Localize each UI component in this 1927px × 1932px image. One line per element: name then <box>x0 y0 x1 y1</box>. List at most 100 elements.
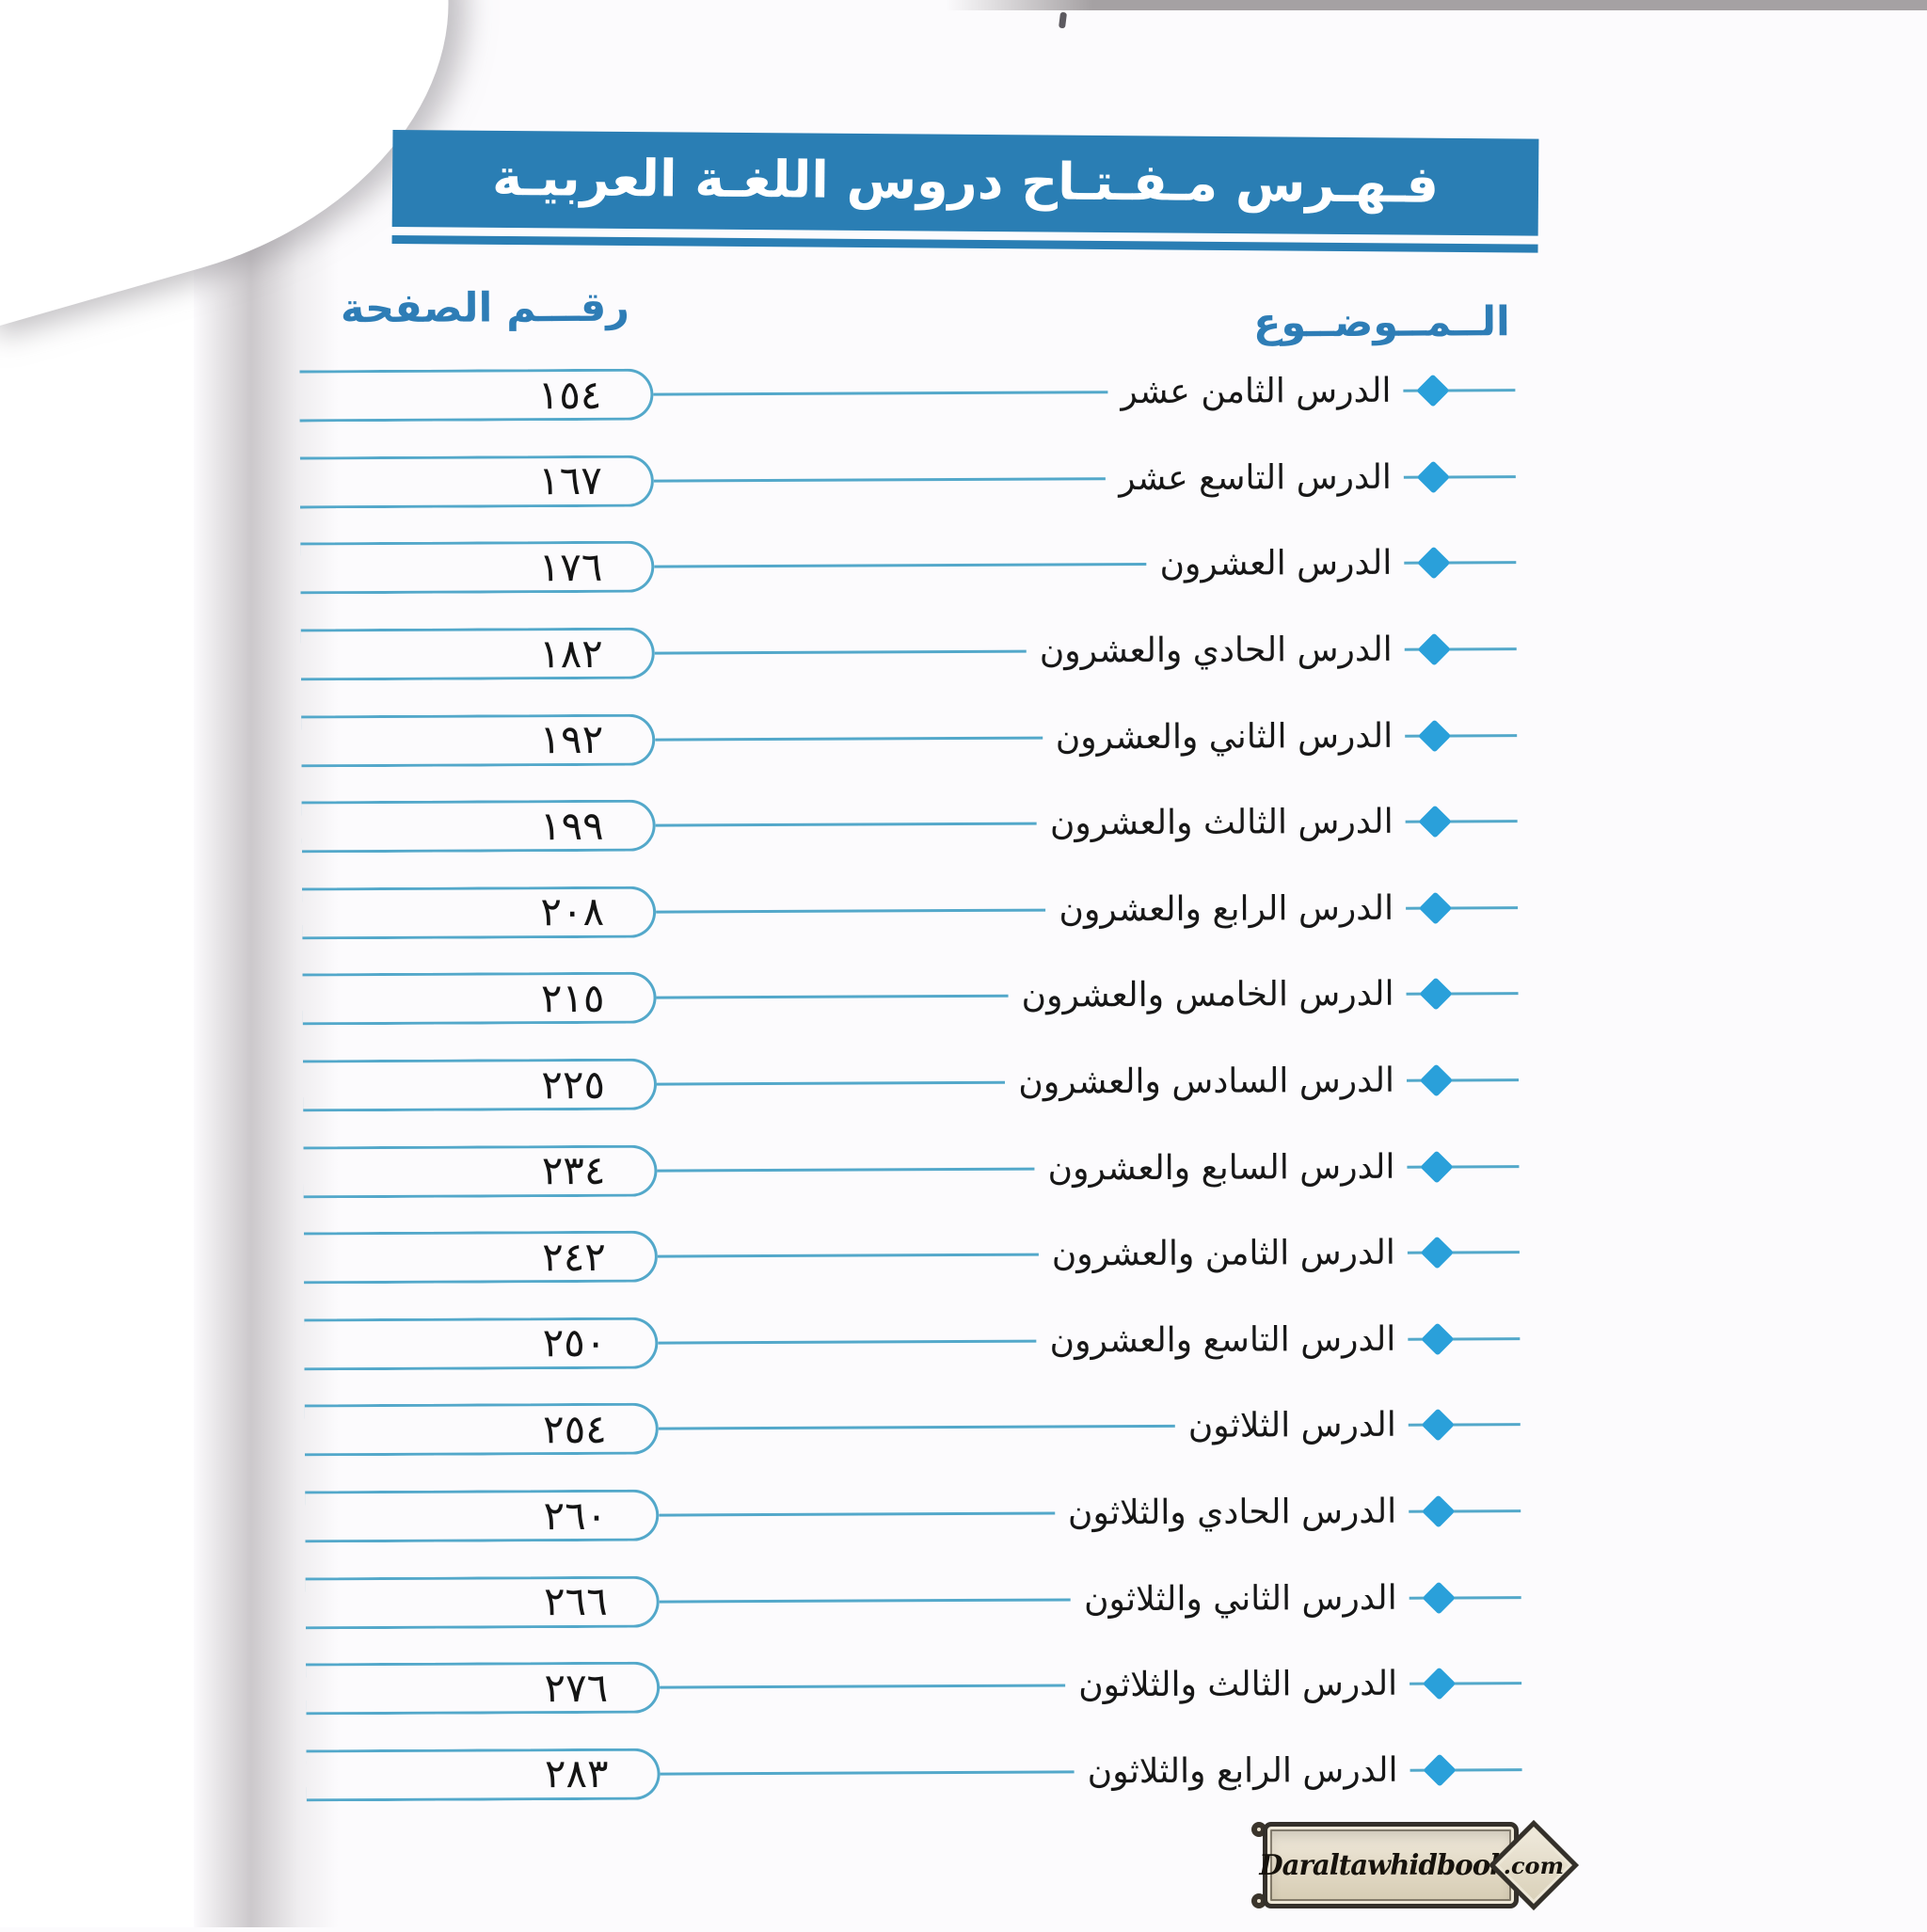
toc-row: ١٨٢ الدرس الحادي والعشرون <box>300 606 1517 698</box>
leader-line <box>660 1770 1075 1776</box>
lesson-title: الدرس الرابع والعشرون <box>1059 888 1394 930</box>
page-number: ٢٦٦ <box>543 1577 608 1625</box>
page-number: ٢٣٤ <box>541 1147 606 1194</box>
toc-row: ٢٢٥ الدرس السادس والعشرون <box>302 1037 1520 1129</box>
right-margin-line <box>1453 1509 1521 1513</box>
toc-row: ٢٥٠ الدرس التاسع والعشرون <box>304 1296 1521 1388</box>
toc-row: ٢٥٤ الدرس الثلاثون <box>304 1381 1521 1474</box>
right-margin-line <box>1452 1423 1521 1427</box>
diamond-bullet-icon <box>1418 719 1452 753</box>
watermark-name: Daraltawhidbooks <box>1259 1848 1522 1882</box>
toc-row: ١٩٩ الدرس الثالث والعشرون <box>301 778 1518 870</box>
lesson-title: الدرس الثلاثون <box>1187 1406 1396 1446</box>
diamond-bullet-icon <box>1419 977 1453 1012</box>
right-margin-line <box>1451 1164 1520 1169</box>
leader-line <box>654 563 1147 569</box>
column-header-page-number: رقـــم الصفحة <box>340 283 630 333</box>
lesson-title: الدرس الحادي والعشرون <box>1039 630 1393 671</box>
lesson-title: الدرس السادس والعشرون <box>1018 1061 1395 1102</box>
toc-row: ١٦٧ الدرس التاسع عشر <box>299 434 1516 526</box>
lesson-title: الدرس الحادي والثلاثون <box>1067 1492 1397 1533</box>
right-margin-line <box>1452 1336 1521 1341</box>
diamond-bullet-icon <box>1421 1408 1455 1443</box>
diamond-bullet-icon <box>1416 460 1451 494</box>
lesson-title: الدرس الرابع والثلاثون <box>1087 1750 1398 1792</box>
leader-line <box>655 822 1037 827</box>
lesson-title: الدرس الثاني والثلاثون <box>1083 1578 1397 1619</box>
page-number-capsule: ٢٥٠ <box>304 1317 659 1371</box>
right-margin-line <box>1448 561 1517 565</box>
page-number-capsule: ٢٧٦ <box>306 1661 661 1716</box>
toc-row: ١٩٢ الدرس الثاني والعشرون <box>301 692 1518 784</box>
toc-row: ٢١٥ الدرس الخامس والعشرون <box>302 950 1519 1043</box>
page-number: ٢٨٣ <box>544 1750 609 1797</box>
page-number: ٢١٥ <box>540 974 605 1022</box>
page-number: ٢٢٥ <box>541 1061 606 1108</box>
page-number-capsule: ٢٦٦ <box>305 1575 660 1630</box>
right-margin-line <box>1447 389 1516 392</box>
lesson-title: الدرس التاسع والعشرون <box>1049 1319 1396 1361</box>
leader-line <box>655 736 1043 742</box>
page-number-capsule: ٢٤٢ <box>303 1230 659 1285</box>
leader-line <box>656 908 1046 914</box>
leader-line <box>657 1167 1035 1173</box>
lesson-title: الدرس التاسع عشر <box>1119 457 1392 499</box>
watermark-plaque: Daraltawhidbooks .com <box>1250 1818 1588 1916</box>
diamond-bullet-icon <box>1422 1580 1456 1615</box>
page-number-capsule: ٢٠٨ <box>301 886 657 940</box>
toc-row: ١٧٦ الدرس العشرون <box>300 519 1517 612</box>
page-number-capsule: ١٩٢ <box>301 713 656 768</box>
watermark-com: .com <box>1503 1851 1565 1879</box>
page-number: ١٦٧ <box>538 457 602 504</box>
leader-line <box>653 477 1107 483</box>
lesson-title: الدرس الثامن والعشرون <box>1051 1233 1395 1274</box>
leader-line <box>658 1339 1037 1345</box>
toc-row: ٢٦٠ الدرس الحادي والثلاثون <box>305 1468 1521 1560</box>
lesson-title: الدرس الثالث والثلاثون <box>1078 1664 1398 1705</box>
lesson-title: الدرس الخامس والعشرون <box>1021 975 1394 1016</box>
toc-row: ٢٦٦ الدرس الثاني والثلاثون <box>305 1554 1521 1646</box>
diamond-bullet-icon <box>1416 374 1450 408</box>
watermark-body: Daraltawhidbooks <box>1259 1822 1523 1908</box>
right-margin-line <box>1450 905 1519 910</box>
scan-left-margin <box>0 0 194 1927</box>
column-header-topic: الــمــوضــوع <box>1252 298 1510 347</box>
lesson-title: الدرس الثالث والعشرون <box>1049 803 1393 843</box>
right-margin-line <box>1454 1682 1522 1685</box>
scanner-edge-strip <box>946 0 1927 10</box>
right-margin-line <box>1450 1078 1520 1082</box>
toc-row: ٢٧٦ الدرس الثالث والثلاثون <box>306 1640 1522 1732</box>
diamond-bullet-icon <box>1419 1063 1454 1097</box>
page-number: ٢٤٢ <box>542 1233 607 1280</box>
toc-row: ٢٣٤ الدرس السابع والعشرون <box>303 1123 1520 1215</box>
page-number: ١٨٢ <box>538 630 603 677</box>
toc-row: ١٥٤ الدرس الثامن عشر <box>299 347 1516 439</box>
diamond-bullet-icon <box>1420 1150 1454 1184</box>
leader-line <box>660 1684 1066 1689</box>
diamond-bullet-icon <box>1422 1667 1457 1700</box>
lesson-title: الدرس السابع والعشرون <box>1047 1147 1395 1189</box>
page-number-capsule: ٢٦٠ <box>305 1489 660 1543</box>
diamond-bullet-icon <box>1422 1494 1456 1528</box>
right-margin-line <box>1448 647 1517 651</box>
lesson-title: الدرس الثاني والعشرون <box>1055 716 1393 758</box>
page-number: ٢٠٨ <box>540 888 605 935</box>
right-margin-line <box>1451 1251 1520 1254</box>
lesson-title: الدرس العشرون <box>1159 544 1393 584</box>
toc-list: ١٥٤ الدرس الثامن عشر ١٦٧ الدرس التاسع عش… <box>299 347 1522 1818</box>
page-number: ١٩٢ <box>539 716 604 763</box>
right-margin-line <box>1449 733 1518 738</box>
page-number-capsule: ١٩٩ <box>301 799 656 854</box>
page-number-capsule: ١٦٧ <box>299 455 655 509</box>
page-number: ١٩٩ <box>539 802 604 849</box>
leader-line <box>653 391 1108 396</box>
diamond-bullet-icon <box>1418 891 1453 925</box>
page-number-capsule: ١٥٤ <box>299 368 654 423</box>
toc-row: ٢٠٨ الدرس الرابع والعشرون <box>301 865 1519 957</box>
right-margin-line <box>1450 992 1519 996</box>
right-margin-line <box>1454 1767 1522 1772</box>
leader-line <box>657 1253 1039 1258</box>
page-number-capsule: ١٨٢ <box>300 627 655 681</box>
leader-line <box>656 1080 1006 1086</box>
